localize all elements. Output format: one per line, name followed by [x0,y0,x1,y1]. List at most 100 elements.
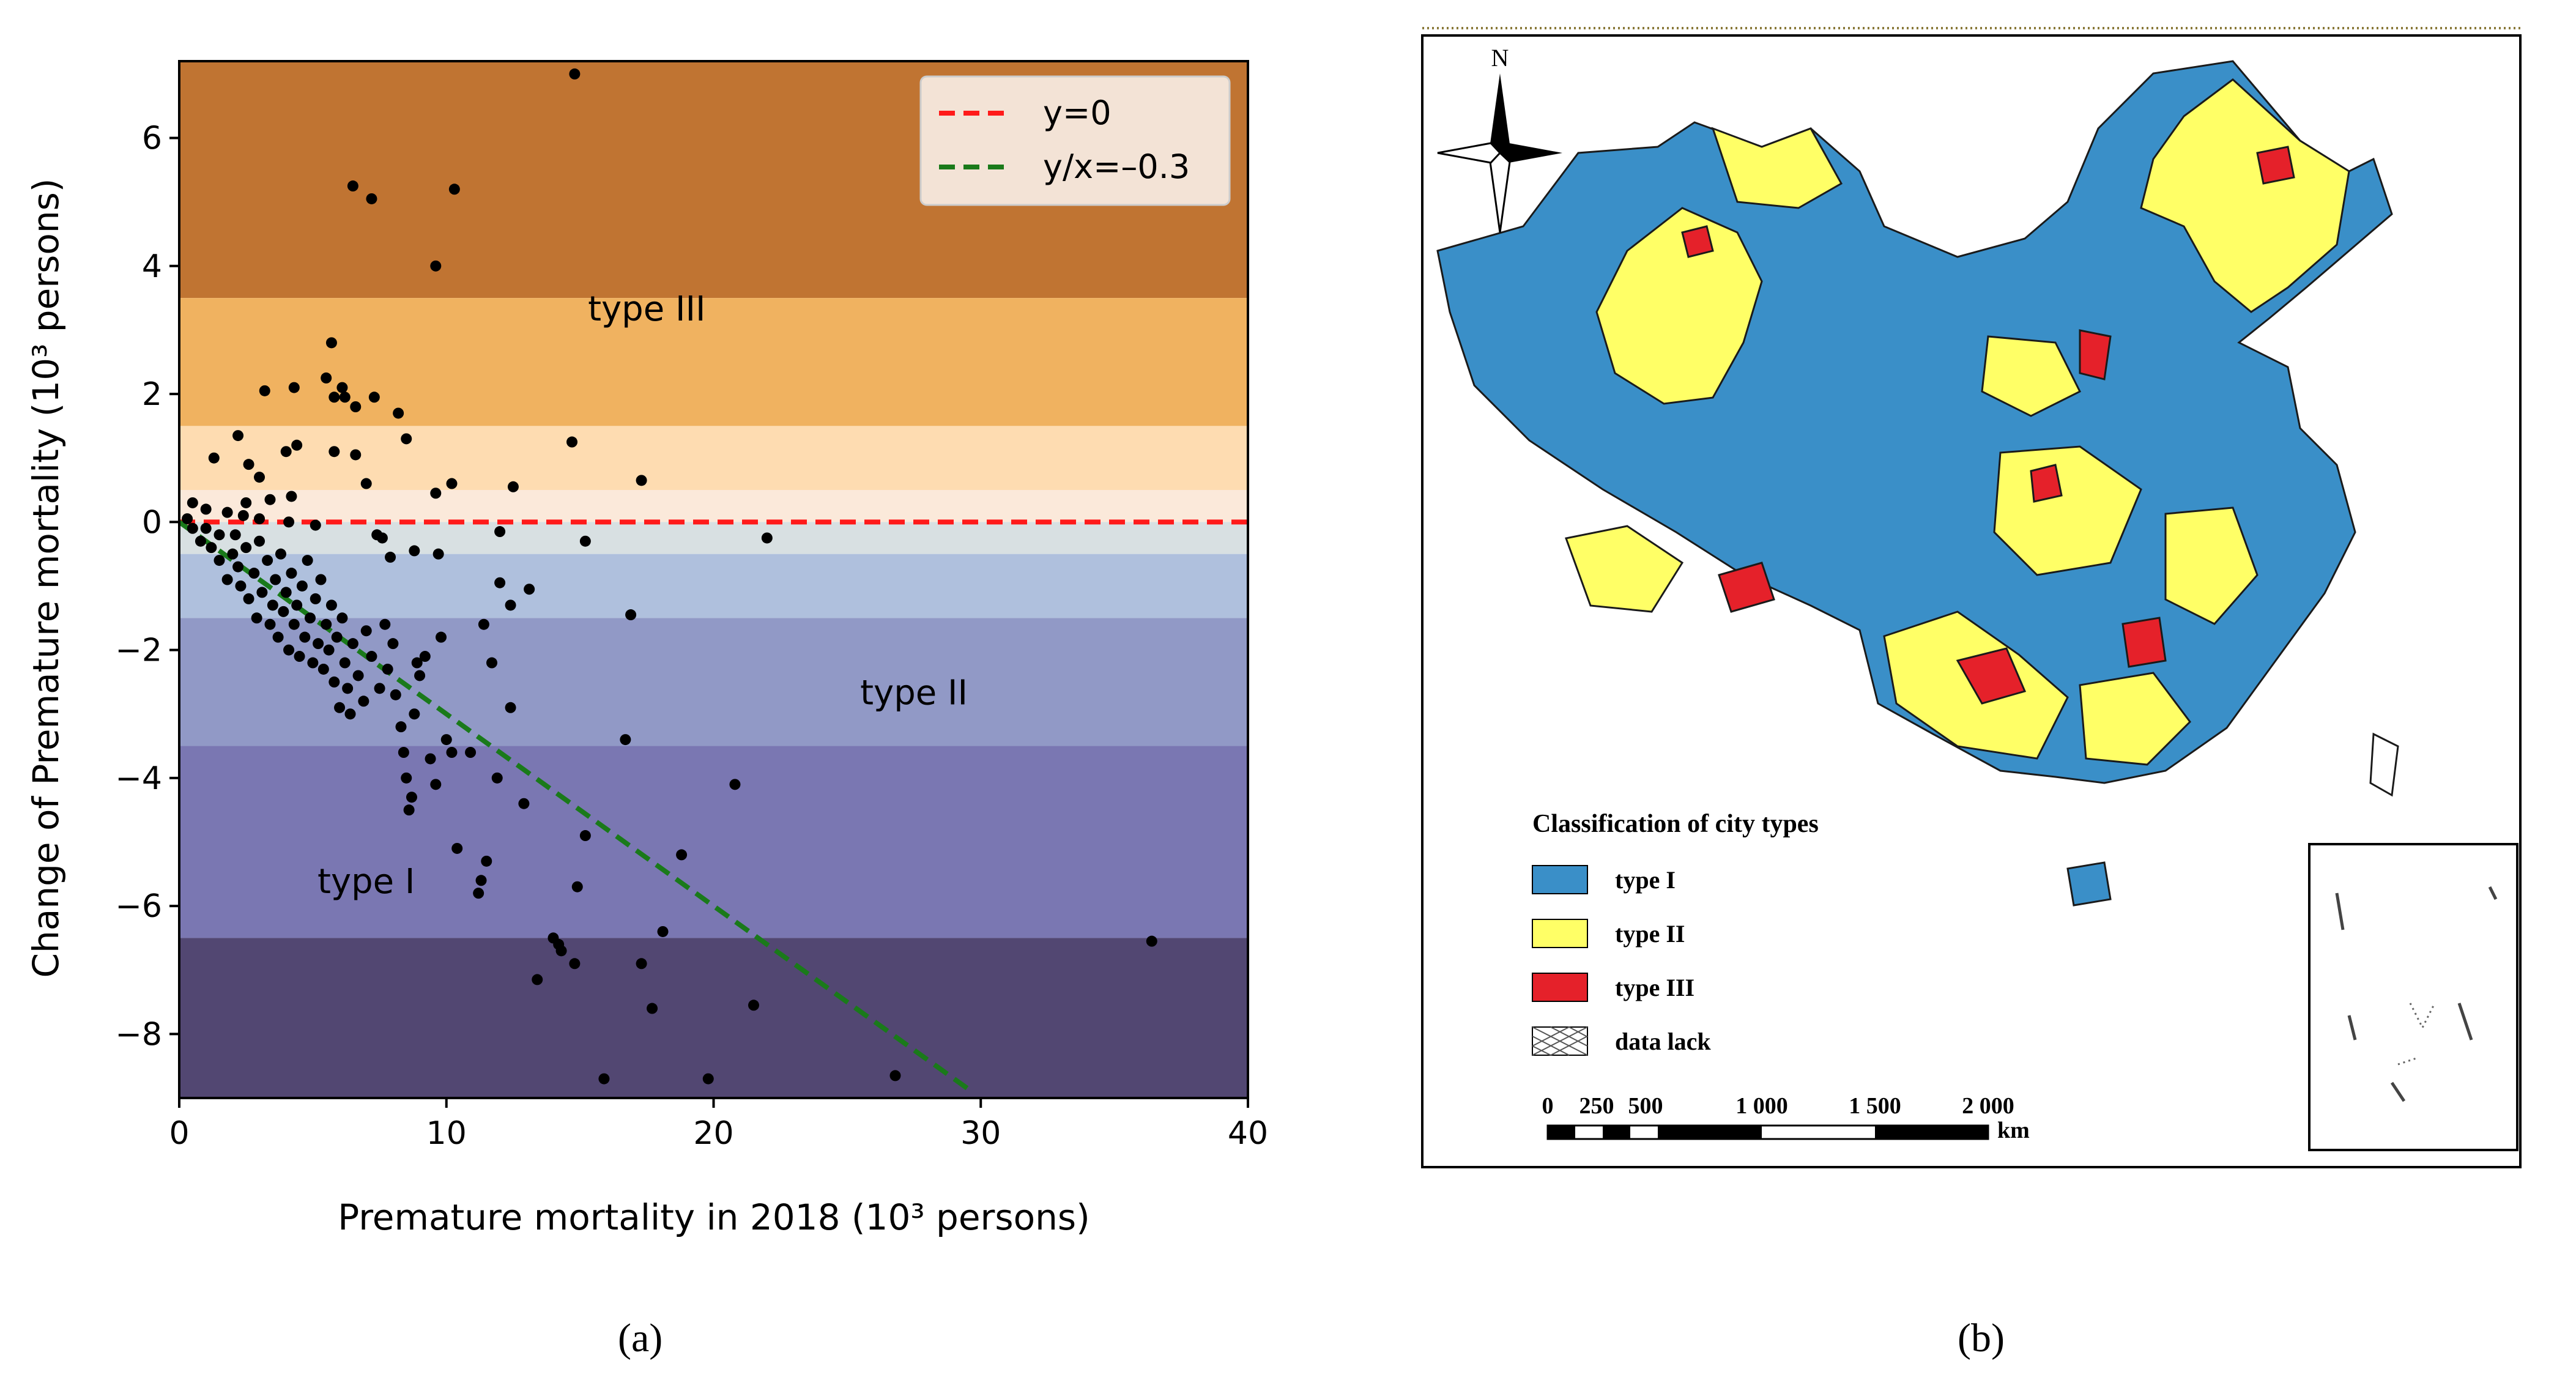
point-147 [657,926,669,937]
point-90 [328,676,340,688]
point-51 [206,542,217,554]
point-129 [491,772,503,784]
point-9 [336,382,348,393]
region-type3-c [2256,146,2295,185]
point-149 [702,1073,714,1085]
point-83 [310,593,321,604]
point-52 [213,555,225,566]
point-2 [366,193,377,204]
point-120 [440,734,452,746]
point-140 [571,881,583,892]
point-108 [395,721,407,733]
band-4 [179,522,1248,554]
point-127 [478,618,489,630]
point-117 [425,753,436,765]
x-tick-label-2: 20 [693,1115,733,1152]
point-72 [280,587,292,598]
point-109 [398,747,409,758]
band-7 [179,746,1248,938]
point-31 [264,494,276,505]
x-tick-label-0: 0 [169,1115,189,1152]
point-104 [379,618,391,630]
point-99 [358,696,369,707]
point-145 [636,958,647,970]
scale-bar: 0 250 500 1 000 1 500 2 000 km [1542,1093,2030,1143]
point-63 [254,535,265,547]
point-77 [294,651,305,662]
region-type2-southeast [2079,672,2191,766]
point-7 [288,382,300,393]
point-119 [436,631,447,643]
point-10 [339,391,351,403]
legend-label-type2: type II [1615,920,1685,948]
point-123 [465,747,477,758]
point-59 [240,542,252,554]
point-122 [451,842,463,854]
point-135 [532,974,543,985]
band-3 [179,490,1248,522]
point-81 [305,612,316,624]
line-ratio [177,520,974,1094]
background-bands [179,61,1248,1098]
point-102 [371,529,383,541]
legend-label-ratio: y/x=–0.3 [1043,147,1190,186]
hainan [2066,861,2112,907]
point-67 [267,599,278,611]
china-map [1436,60,2399,907]
point-126 [481,855,492,867]
caption-b: (b) [1958,1316,2005,1360]
point-4 [430,260,442,272]
inset-frame [2308,843,2518,1151]
point-26 [636,475,647,486]
point-74 [286,568,297,579]
point-128 [486,657,497,669]
point-37 [254,513,265,525]
region-type3-g [2030,464,2063,503]
point-56 [229,529,241,541]
band-1 [179,298,1248,426]
point-97 [347,638,358,650]
point-106 [387,638,399,650]
point-87 [321,618,332,630]
north-label: N [1491,44,1509,72]
legend-swatch-type3 [1532,973,1588,1002]
band-6 [179,618,1248,746]
point-18 [291,439,303,451]
point-50 [200,522,212,534]
point-58 [235,580,247,592]
point-146 [647,1003,658,1014]
point-76 [291,599,303,611]
point-53 [213,529,225,541]
point-95 [342,683,354,694]
point-85 [315,574,327,585]
scale-unit: km [1997,1118,2030,1143]
scale-2000: 2 000 [1962,1093,2014,1119]
point-89 [325,599,337,611]
x-tick-label-3: 30 [960,1115,1001,1152]
scale-500: 500 [1628,1093,1663,1119]
point-45 [385,551,396,563]
legend-swatch-type1 [1532,865,1588,894]
x-tick-label-1: 10 [426,1115,467,1152]
point-27 [507,481,519,492]
point-22 [360,478,372,489]
point-19 [280,446,292,458]
point-78 [296,580,308,592]
point-57 [232,561,244,573]
point-24 [243,459,254,470]
legend-label-type1: type I [1615,866,1676,894]
point-138 [555,945,567,957]
point-70 [275,548,286,560]
legend-swatch-type2 [1532,919,1588,948]
point-66 [264,618,276,630]
point-41 [579,535,591,547]
legend-box [919,75,1231,206]
point-8 [321,372,332,384]
point-25 [566,436,578,448]
point-113 [409,708,420,720]
point-141 [579,830,591,842]
point-143 [620,734,631,746]
y-axis-label: Change of Premature mortality (10³ perso… [25,179,67,978]
region-label-2: type I [317,862,415,902]
point-121 [446,747,458,758]
